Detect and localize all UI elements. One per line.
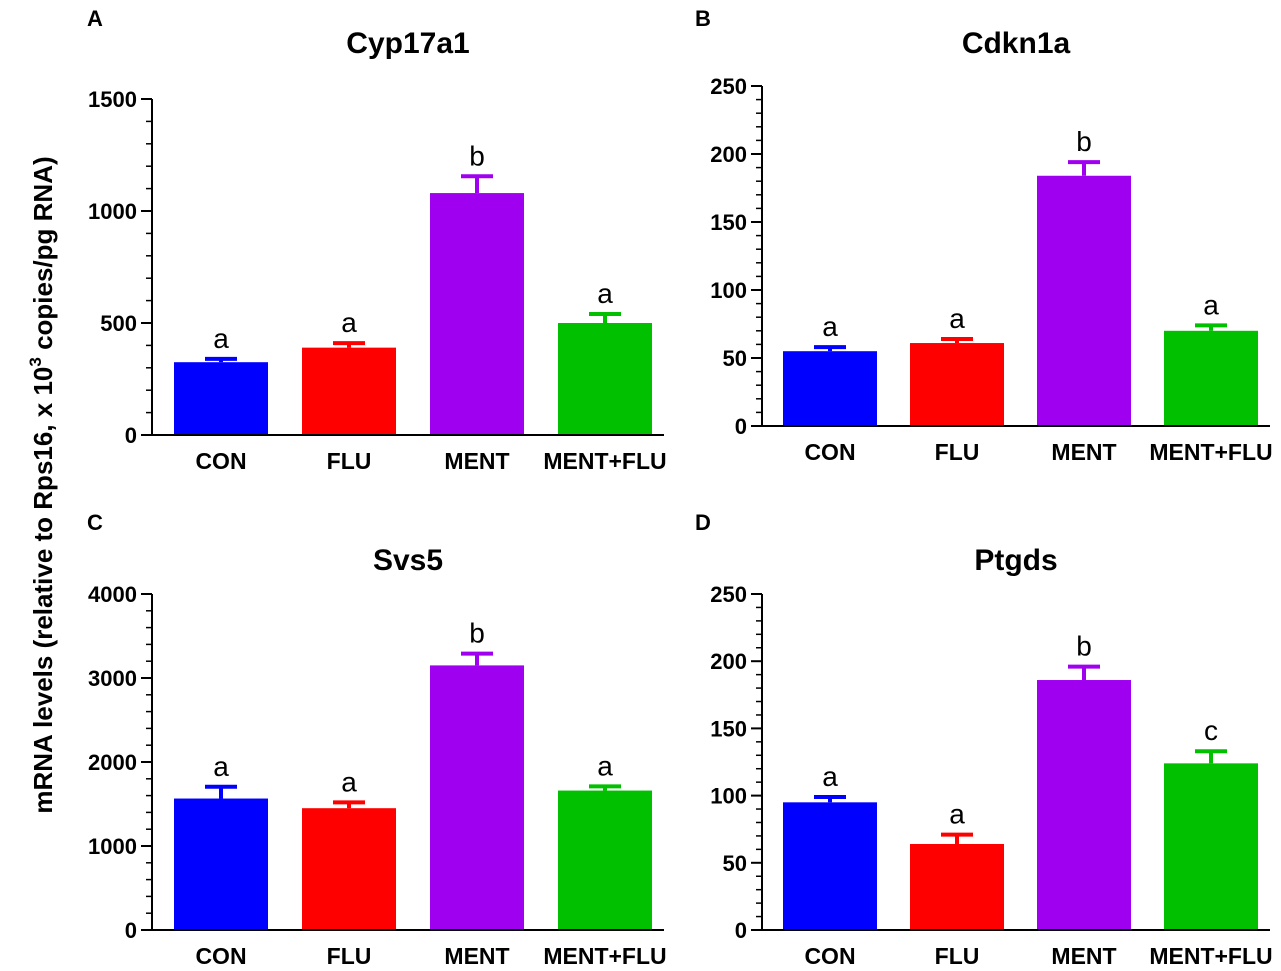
y-tick-label: 150 <box>710 210 747 235</box>
panel-title: Ptgds <box>974 544 1057 577</box>
shared-y-axis-label: mRNA levels (relative to Rps16, x 103 co… <box>26 156 58 813</box>
bar-ment-plus-flu <box>558 323 652 435</box>
x-category-label: CON <box>195 448 246 474</box>
bar-con <box>783 802 877 930</box>
y-tick-label: 1000 <box>88 199 137 224</box>
panel-a: A Cyp17a1 0 500 1000 1500 a CON a FLU b MENT a MENT+F… <box>87 6 667 474</box>
x-category-label: MENT+FLU <box>1149 439 1272 465</box>
x-category-label: MENT+FLU <box>543 448 666 474</box>
bar-flu <box>302 808 396 930</box>
bar-flu <box>910 343 1004 426</box>
x-category-label: CON <box>804 439 855 465</box>
significance-label: a <box>341 766 357 797</box>
y-tick-label: 250 <box>710 582 747 607</box>
y-axis-label-main: mRNA levels (relative to Rps16, x 10 <box>28 367 58 814</box>
significance-label: a <box>822 761 838 792</box>
bar-con <box>174 798 268 930</box>
panel-title: Cyp17a1 <box>346 27 469 60</box>
y-axis-label-tail: copies/pg RNA) <box>28 156 58 357</box>
x-category-label: FLU <box>935 439 980 465</box>
significance-label: a <box>1203 289 1219 320</box>
y-tick-label: 1000 <box>88 834 137 859</box>
x-category-label: MENT <box>444 943 509 969</box>
significance-label: a <box>949 799 965 830</box>
significance-label: a <box>341 307 357 338</box>
panel-d: D Ptgds 0 50 100 150 200 250 a CON a FLU b MENT c MENT+… <box>695 510 1273 969</box>
significance-label: a <box>597 750 613 781</box>
y-tick-label: 200 <box>710 142 747 167</box>
y-tick-label: 0 <box>735 414 747 439</box>
bar-ment-plus-flu <box>1164 763 1258 930</box>
bar-ment <box>1037 175 1131 426</box>
bar-ment <box>1037 680 1131 930</box>
x-category-label: FLU <box>935 943 980 969</box>
significance-label: b <box>469 140 485 171</box>
x-category-label: FLU <box>327 943 372 969</box>
bar-ment-plus-flu <box>1164 330 1258 426</box>
x-category-label: MENT+FLU <box>543 943 666 969</box>
y-tick-label: 150 <box>710 716 747 741</box>
significance-label: b <box>1076 126 1092 157</box>
y-tick-label: 0 <box>735 918 747 943</box>
y-axis-label-superscript: 3 <box>26 357 45 366</box>
significance-label: b <box>1076 631 1092 662</box>
y-tick-label: 50 <box>723 346 747 371</box>
panel-letter: B <box>695 6 711 31</box>
y-tick-label: 200 <box>710 649 747 674</box>
panel-c: C Svs5 0 1000 2000 3000 4000 a CON a FLU b MENT a MENT… <box>87 510 667 969</box>
x-category-label: MENT+FLU <box>1149 943 1272 969</box>
significance-label: a <box>822 311 838 342</box>
x-category-label: MENT <box>1051 439 1116 465</box>
y-tick-label: 0 <box>125 918 137 943</box>
x-category-label: CON <box>195 943 246 969</box>
y-tick-label: 3000 <box>88 666 137 691</box>
bar-con <box>783 351 877 426</box>
x-category-label: CON <box>804 943 855 969</box>
y-tick-label: 4000 <box>88 582 137 607</box>
significance-label: a <box>213 323 229 354</box>
bar-con <box>174 362 268 435</box>
y-tick-label: 1500 <box>88 87 137 112</box>
y-tick-label: 0 <box>125 423 137 448</box>
panel-title: Cdkn1a <box>962 27 1071 60</box>
x-category-label: MENT <box>444 448 509 474</box>
bar-flu <box>302 347 396 435</box>
significance-label: b <box>469 618 485 649</box>
bar-flu <box>910 843 1004 930</box>
bar-ment <box>430 193 524 435</box>
panel-letter: D <box>695 510 711 535</box>
bar-ment <box>430 665 524 930</box>
y-tick-label: 2000 <box>88 750 137 775</box>
significance-label: c <box>1204 715 1218 746</box>
panel-title: Svs5 <box>373 544 443 577</box>
y-tick-label: 100 <box>710 278 747 303</box>
significance-label: a <box>213 751 229 782</box>
panel-letter: C <box>87 510 103 535</box>
y-tick-label: 250 <box>710 74 747 99</box>
y-tick-label: 100 <box>710 784 747 809</box>
y-tick-label: 500 <box>100 311 137 336</box>
y-tick-label: 50 <box>723 851 747 876</box>
x-category-label: MENT <box>1051 943 1116 969</box>
panel-letter: A <box>87 6 103 31</box>
significance-label: a <box>597 278 613 309</box>
significance-label: a <box>949 303 965 334</box>
panel-b: B Cdkn1a 0 50 100 150 200 250 a CON a FLU b MENT a MENT… <box>695 6 1273 465</box>
x-category-label: FLU <box>327 448 372 474</box>
bar-ment-plus-flu <box>558 790 652 930</box>
